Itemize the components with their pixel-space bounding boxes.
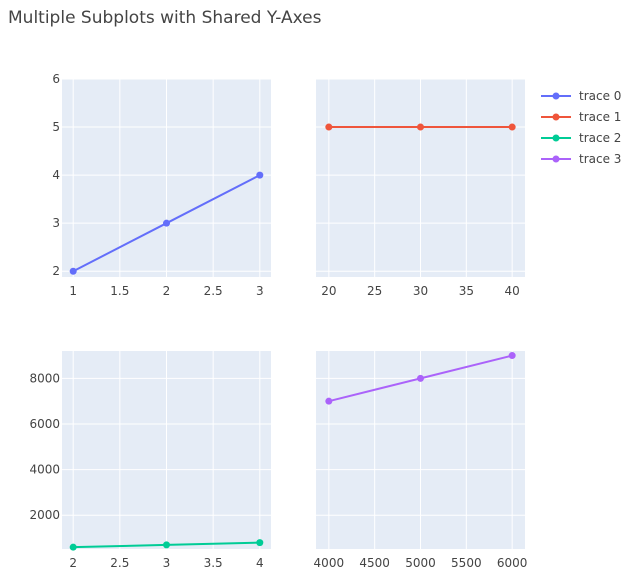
x-tick-label: 2 <box>69 556 77 570</box>
data-point[interactable] <box>69 543 77 551</box>
y-tick-label: 2000 <box>29 508 60 522</box>
data-point[interactable] <box>417 374 424 382</box>
legend[interactable]: trace 0 trace 1 trace 2 trace 3 <box>541 89 621 166</box>
y-tick-label: 5 <box>52 120 60 134</box>
x-tick-label: 2.5 <box>110 556 129 570</box>
x-tick-label: 1.5 <box>110 284 129 298</box>
x-tick-label: 25 <box>367 284 382 298</box>
x-tick-label: 40 <box>505 284 520 298</box>
data-point[interactable] <box>163 219 170 227</box>
x-tick-label: 20 <box>321 284 336 298</box>
x-tick-label: 5000 <box>405 556 436 570</box>
x-tick-label: 6000 <box>497 556 528 570</box>
legend-item-0[interactable]: trace 0 <box>541 89 621 103</box>
x-tick-label: 4500 <box>359 556 390 570</box>
y-tick-label: 4 <box>52 168 60 182</box>
legend-label: trace 1 <box>579 110 621 124</box>
legend-label: trace 3 <box>579 152 621 166</box>
legend-item-2[interactable]: trace 2 <box>541 131 621 145</box>
subplot-1: 1 1.5 2 2.5 3 2 3 4 5 6 <box>52 72 271 298</box>
subplot-2: 20 25 30 35 40 <box>316 78 525 298</box>
x-tick-label: 1 <box>69 284 77 298</box>
legend-swatch-marker <box>552 134 560 142</box>
subplot-4: 4000 4500 5000 5500 6000 <box>314 351 528 570</box>
data-point[interactable] <box>325 397 333 405</box>
x-tick-label: 3 <box>256 284 264 298</box>
legend-swatch-marker <box>552 113 560 121</box>
data-point[interactable] <box>417 123 424 131</box>
legend-label: trace 0 <box>579 89 621 103</box>
y-tick-label: 4000 <box>29 463 60 477</box>
y-tick-label: 3 <box>52 216 60 230</box>
x-tick-label: 3.5 <box>204 556 223 570</box>
x-tick-label: 35 <box>459 284 474 298</box>
data-point[interactable] <box>256 539 264 547</box>
x-tick-label: 4 <box>256 556 264 570</box>
x-tick-label: 5500 <box>451 556 482 570</box>
legend-swatch-marker <box>552 92 560 100</box>
x-tick-label: 30 <box>413 284 428 298</box>
legend-item-3[interactable]: trace 3 <box>541 152 621 166</box>
data-point[interactable] <box>508 123 516 131</box>
y-tick-label: 8000 <box>29 371 60 385</box>
x-tick-label: 2 <box>163 284 171 298</box>
y-tick-label: 2 <box>52 264 60 278</box>
data-point[interactable] <box>69 267 77 275</box>
data-point[interactable] <box>325 123 333 131</box>
subplots: 1 1.5 2 2.5 3 2 3 4 5 6 20 25 30 35 40 2 2.5 3 3.5 4 2000 400… <box>29 72 527 570</box>
data-point[interactable] <box>256 171 264 179</box>
x-tick-label: 3 <box>163 556 171 570</box>
legend-item-1[interactable]: trace 1 <box>541 110 621 124</box>
data-point[interactable] <box>163 541 170 549</box>
chart-title: Multiple Subplots with Shared Y-Axes <box>8 8 322 28</box>
x-tick-label: 2.5 <box>204 284 223 298</box>
x-tick-label: 4000 <box>314 556 345 570</box>
y-tick-label: 6000 <box>29 417 60 431</box>
legend-label: trace 2 <box>579 131 621 145</box>
legend-swatch-marker <box>552 155 560 163</box>
data-point[interactable] <box>508 352 516 360</box>
subplot-3: 2 2.5 3 3.5 4 2000 4000 6000 8000 <box>29 351 271 570</box>
y-tick-label: 6 <box>52 72 60 86</box>
